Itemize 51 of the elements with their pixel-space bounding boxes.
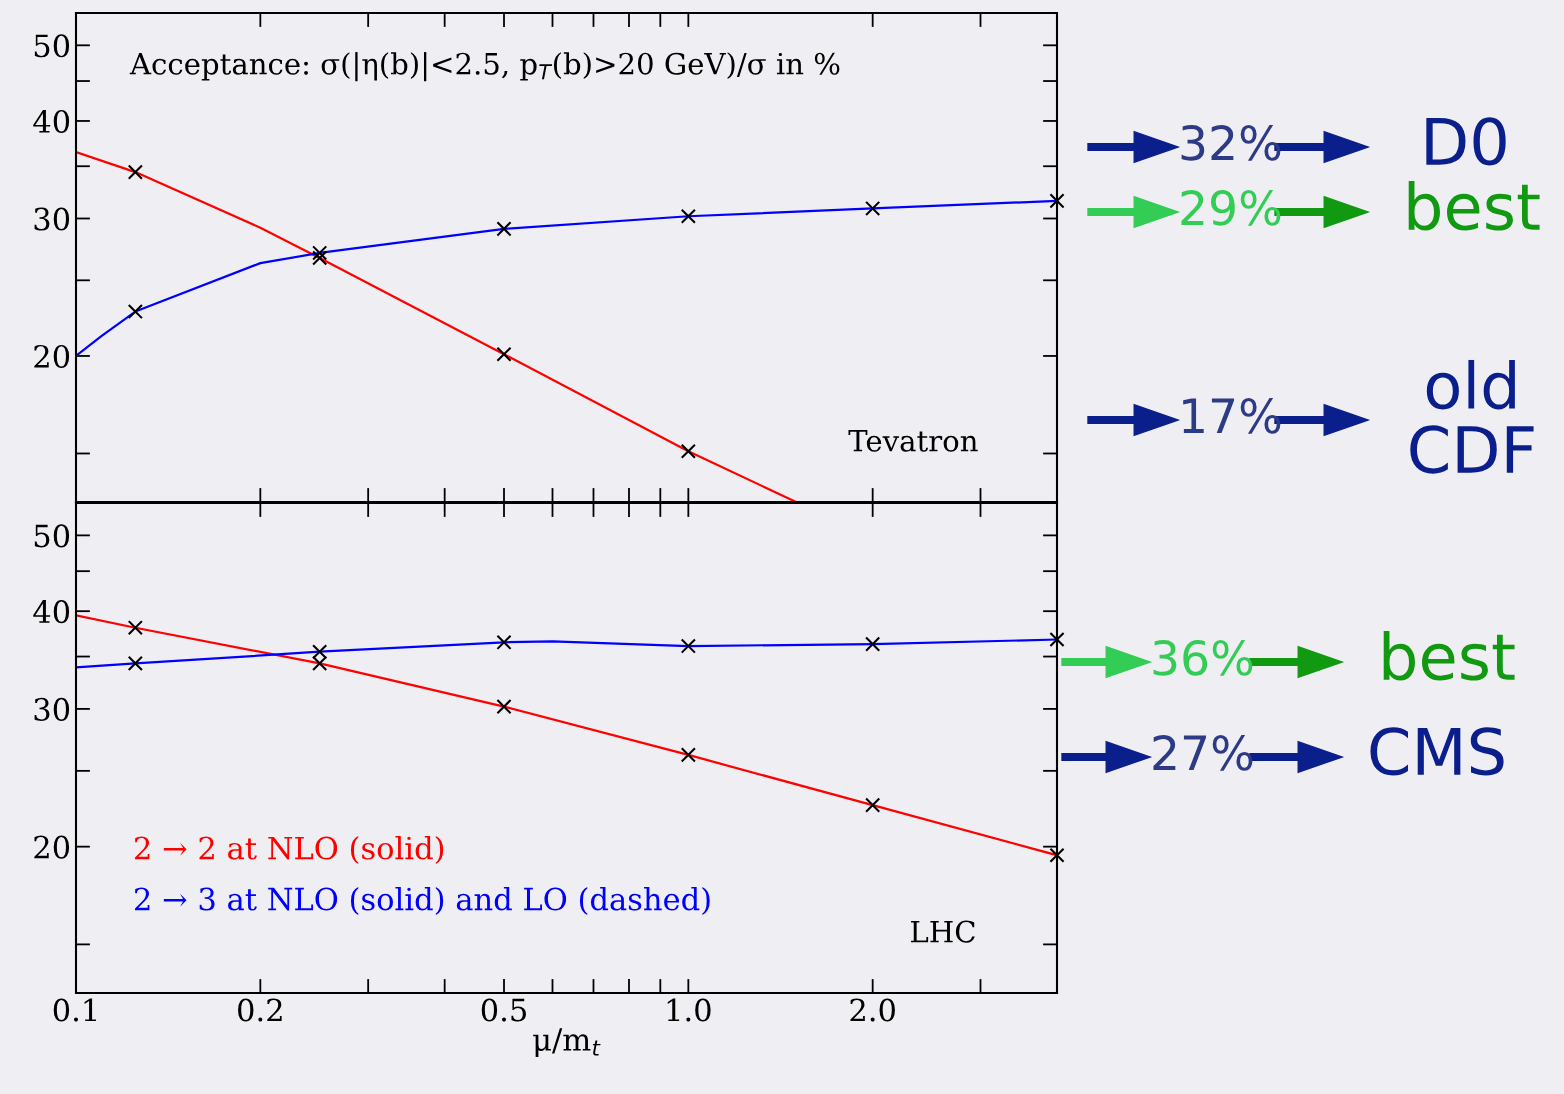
y-tick-label: 50 xyxy=(34,34,70,58)
point xyxy=(680,747,696,763)
point xyxy=(496,634,512,650)
text: 32% xyxy=(1181,124,1281,161)
point xyxy=(680,443,696,459)
point xyxy=(680,208,696,224)
text: 17% xyxy=(1183,397,1281,434)
point xyxy=(1049,631,1065,648)
text: best xyxy=(1408,181,1540,231)
y-tick-label: 40 xyxy=(33,109,70,134)
x-tick-label: 0.5 xyxy=(481,998,526,1022)
point xyxy=(312,655,328,672)
y-tick-label: 40 xyxy=(33,600,70,624)
point xyxy=(1049,847,1065,863)
point xyxy=(680,638,696,654)
text: best xyxy=(1383,631,1515,681)
point xyxy=(496,346,512,362)
y-tick-label: 30 xyxy=(34,207,70,231)
point xyxy=(865,797,881,813)
x-tick-label: 1.0 xyxy=(667,998,711,1022)
text: 29% xyxy=(1181,189,1281,226)
text: CMS xyxy=(1370,727,1504,776)
y-tick-label: 20 xyxy=(34,835,70,859)
x-tick-label: 2.0 xyxy=(850,998,895,1022)
point xyxy=(312,245,328,261)
point xyxy=(496,221,512,237)
point xyxy=(865,200,881,217)
annotation: LHC xyxy=(911,920,975,943)
point xyxy=(127,655,143,672)
text: 2 → 2 at NLO (solid) xyxy=(135,835,444,864)
text: 27% xyxy=(1153,734,1253,771)
point xyxy=(127,164,143,180)
text: old CDF xyxy=(1410,359,1534,474)
point xyxy=(127,303,143,320)
y-tick-label: 50 xyxy=(34,524,70,548)
text: D0 xyxy=(1426,117,1506,166)
point xyxy=(865,636,881,652)
y-tick-label: 30 xyxy=(34,697,70,721)
y-tick-label: 20 xyxy=(34,344,70,368)
x-axis-title: μ/m$_{t}$ xyxy=(533,1028,601,1057)
point xyxy=(312,644,328,660)
text: 2 → 3 at NLO (solid) and LO (dashed) xyxy=(135,886,710,915)
point xyxy=(312,250,328,266)
annotation: Acceptance: σ(|η(b)|<2.5, p$_{T}$(b)>20 GeV)/σ in % xyxy=(129,52,840,82)
point xyxy=(127,620,143,636)
x-tick-label: 0.2 xyxy=(238,998,282,1022)
annotation: Tevatron xyxy=(848,430,978,452)
x-tick-label: 0.1 xyxy=(53,998,96,1022)
point xyxy=(496,699,512,715)
point xyxy=(1049,193,1065,209)
text: 36% xyxy=(1153,639,1253,676)
